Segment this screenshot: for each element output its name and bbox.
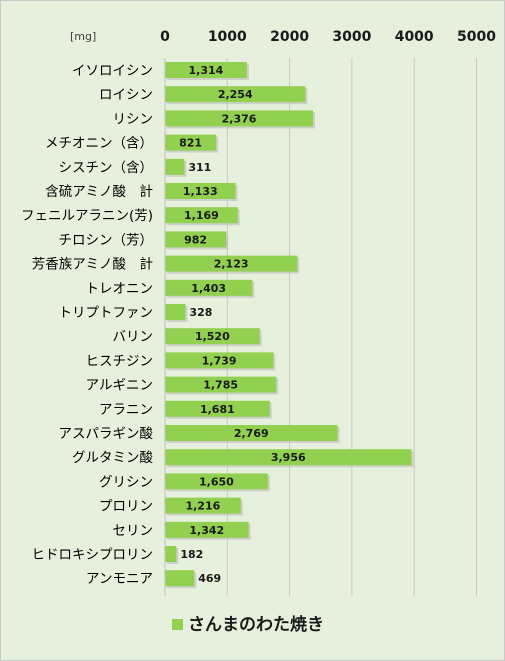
data-label: 1,650 (199, 475, 234, 488)
x-tick-label: 3000 (332, 29, 371, 45)
data-label: 328 (189, 306, 212, 319)
x-tick-label: 1000 (208, 29, 247, 45)
data-label: 2,254 (218, 88, 253, 101)
category-label: シスチン（含） (59, 160, 154, 176)
data-label: 982 (184, 233, 207, 246)
x-tick-label: 5000 (457, 29, 496, 45)
data-label: 1,216 (185, 500, 220, 513)
bar (165, 449, 412, 466)
bar (165, 376, 277, 393)
data-label: 1,403 (191, 282, 226, 295)
unit-label: [mg] (70, 30, 96, 43)
category-label: セリン (113, 523, 154, 539)
bar (165, 304, 186, 320)
data-label: 1,785 (203, 379, 238, 392)
category-label: プロリン (99, 499, 153, 515)
category-label: バリン (113, 329, 154, 345)
bar (165, 328, 260, 345)
legend-swatch (172, 619, 183, 630)
bar (165, 207, 238, 224)
category-label: ヒドロキシプロリン (32, 547, 154, 563)
data-label: 821 (179, 137, 202, 150)
data-label: 469 (198, 572, 221, 585)
bar (165, 521, 249, 538)
data-label: 2,769 (234, 427, 269, 440)
category-label: フェニルアラニン(芳) (21, 208, 153, 224)
category-label: グリシン (99, 474, 153, 490)
data-label: 1,314 (189, 64, 224, 77)
data-label: 1,169 (184, 209, 219, 222)
bar (165, 497, 241, 514)
category-label: チロシン（芳） (59, 232, 154, 248)
category-label: グルタミン酸 (72, 450, 153, 466)
x-tick-label: 4000 (395, 29, 434, 45)
bar (165, 158, 185, 175)
bar (165, 183, 236, 199)
bar (165, 279, 253, 296)
category-label: イソロイシン (72, 63, 153, 79)
category-label: アスパラギン酸 (59, 426, 154, 442)
data-label: 1,342 (189, 524, 224, 537)
bar (165, 134, 217, 151)
category-label: アルギニン (86, 378, 153, 394)
data-label: 1,739 (202, 354, 237, 367)
category-label: アラニン (99, 402, 153, 418)
bar (165, 255, 298, 272)
category-label: トリプトファン (59, 305, 154, 321)
bar (165, 352, 274, 369)
bar (165, 546, 177, 562)
category-label: 含硫アミノ酸 計 (45, 184, 153, 200)
category-label: 芳香族アミノ酸 計 (32, 257, 153, 273)
data-label: 1,133 (183, 185, 218, 198)
data-label: 3,956 (271, 451, 306, 464)
bar (165, 425, 338, 441)
x-tick-label: 0 (160, 29, 170, 45)
bar (165, 231, 227, 248)
x-tick-label: 2000 (270, 29, 309, 45)
data-label: 2,376 (222, 112, 257, 125)
bar (165, 473, 268, 490)
data-label: 182 (180, 548, 203, 561)
data-label: 1,520 (195, 330, 230, 343)
bar (165, 570, 195, 587)
bar (165, 400, 270, 417)
data-label: 2,123 (214, 258, 249, 271)
data-label: 1,681 (200, 403, 235, 416)
bar (165, 86, 306, 103)
bar (165, 110, 314, 127)
category-label: リシン (113, 111, 154, 127)
bar (165, 62, 247, 78)
category-label: メチオニン（含） (45, 136, 153, 152)
legend-label: さんまのわた焼き (188, 614, 324, 635)
category-label: アンモニア (86, 571, 153, 587)
category-label: トレオニン (86, 281, 154, 297)
category-label: ヒスチジン (86, 353, 154, 369)
data-label: 311 (188, 161, 211, 174)
category-label: ロイシン (99, 87, 153, 103)
